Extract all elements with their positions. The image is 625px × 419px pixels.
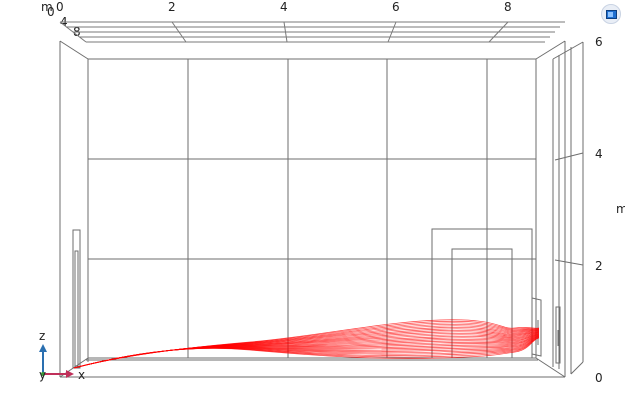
cube-icon bbox=[605, 9, 617, 19]
top-axis-grid bbox=[59, 21, 565, 43]
right-unit-label: m bbox=[616, 202, 625, 216]
top-x-tick-2: 2 bbox=[168, 0, 176, 14]
room-wireframe bbox=[59, 40, 584, 378]
triad-x-label: x bbox=[78, 368, 85, 382]
triad-z-label: z bbox=[39, 329, 45, 343]
axis-triad: z y x bbox=[39, 329, 85, 382]
right-z-tick-2: 2 bbox=[595, 259, 603, 273]
triad-y-label: y bbox=[39, 368, 46, 382]
right-z-tick-4: 4 bbox=[595, 147, 603, 161]
top-x-tick-8: 8 bbox=[504, 0, 512, 14]
top-x-tick-4: 4 bbox=[280, 0, 288, 14]
top-unit-label: m bbox=[41, 0, 53, 14]
top-x-tick-6: 6 bbox=[392, 0, 400, 14]
depth-tick-0: 0 bbox=[47, 5, 55, 19]
streamline bbox=[73, 337, 540, 369]
right-z-tick-0: 0 bbox=[595, 371, 603, 385]
right-z-tick-6: 6 bbox=[595, 35, 603, 49]
streamlines bbox=[73, 319, 540, 369]
top-x-tick-0: 0 bbox=[56, 0, 64, 14]
view-cube-icon[interactable] bbox=[601, 4, 621, 24]
